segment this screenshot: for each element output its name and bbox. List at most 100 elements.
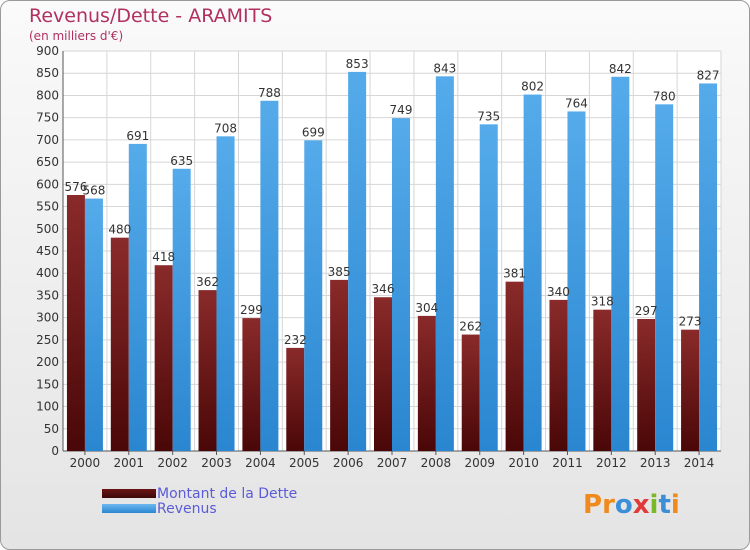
bar-revenus: [392, 118, 410, 451]
bar-dette: [66, 195, 85, 451]
x-tick-label: 2005: [289, 456, 320, 470]
x-tick-label: 2011: [552, 456, 583, 470]
logo-letter: x: [632, 490, 650, 520]
bar-dette: [374, 297, 392, 451]
bar-dette: [681, 329, 700, 451]
data-label-revenus: 635: [170, 154, 193, 168]
bar-revenus: [260, 100, 279, 452]
bar-revenus: [435, 76, 454, 451]
data-label-revenus: 764: [565, 96, 588, 110]
bar-dette: [286, 347, 305, 451]
bar-dette: [154, 265, 173, 451]
logo-letter: r: [602, 490, 615, 520]
y-tick-label: 250: [36, 333, 59, 347]
data-label-revenus: 843: [433, 61, 456, 75]
y-tick-label: 550: [36, 200, 59, 214]
data-label-dette: 381: [503, 267, 526, 281]
logo-letter: o: [614, 490, 633, 520]
data-label-dette: 362: [196, 275, 219, 289]
data-label-dette: 232: [284, 333, 307, 347]
y-tick-label: 450: [36, 244, 59, 258]
bar-revenus: [479, 124, 498, 451]
data-label-dette: 418: [152, 250, 175, 264]
y-tick-label: 500: [36, 222, 59, 236]
legend-label-revenus: Revenus: [157, 501, 217, 517]
bar-revenus: [172, 168, 191, 451]
y-tick-label: 850: [36, 66, 59, 80]
y-tick-label: 100: [36, 400, 59, 414]
bar-revenus: [611, 76, 630, 452]
bar-dette: [593, 309, 612, 451]
x-tick-label: 2013: [640, 456, 671, 470]
data-label-revenus: 699: [302, 125, 325, 139]
data-label-revenus: 780: [653, 89, 676, 103]
bar-revenus: [699, 83, 718, 451]
y-tick-label: 400: [36, 266, 59, 280]
logo-letter: t: [658, 490, 671, 520]
y-tick-label: 700: [36, 133, 59, 147]
data-label-dette: 385: [328, 265, 351, 279]
bar-dette: [417, 315, 436, 451]
y-tick-label: 150: [36, 377, 59, 391]
data-label-dette: 262: [459, 320, 482, 334]
y-tick-label: 50: [44, 422, 59, 436]
bar-dette: [242, 318, 261, 451]
data-label-revenus: 735: [477, 109, 500, 123]
data-label-revenus: 691: [126, 129, 149, 143]
data-label-dette: 576: [64, 180, 87, 194]
y-tick-label: 300: [36, 311, 59, 325]
x-tick-label: 2008: [421, 456, 452, 470]
y-tick-label: 800: [36, 88, 59, 102]
x-tick-label: 2014: [684, 456, 715, 470]
x-tick-label: 2002: [157, 456, 188, 470]
data-label-dette: 480: [108, 223, 131, 237]
data-label-revenus: 708: [214, 121, 237, 135]
data-label-revenus: 749: [390, 103, 413, 117]
y-tick-label: 900: [36, 44, 59, 58]
chart-title: Revenus/Dette - ARAMITS: [29, 5, 273, 27]
data-label-dette: 297: [635, 304, 658, 318]
bar-revenus: [348, 71, 367, 451]
bar-dette: [549, 299, 568, 451]
x-tick-label: 2003: [201, 456, 232, 470]
x-tick-label: 2004: [245, 456, 276, 470]
y-tick-label: 600: [36, 177, 59, 191]
data-label-dette: 318: [591, 295, 614, 309]
proxiti-logo: Proxiti: [583, 490, 680, 520]
bar-revenus: [128, 143, 147, 451]
bar-revenus: [567, 111, 586, 451]
data-label-dette: 340: [547, 285, 570, 299]
y-tick-label: 350: [36, 288, 59, 302]
data-label-revenus: 842: [609, 62, 632, 76]
bar-dette: [110, 237, 129, 451]
bar-revenus: [655, 104, 674, 451]
x-tick-label: 2007: [377, 456, 408, 470]
data-label-revenus: 802: [521, 80, 544, 94]
logo-letter: P: [583, 490, 603, 520]
x-tick-label: 2006: [333, 456, 364, 470]
bar-revenus: [304, 140, 323, 452]
bar-revenus: [84, 198, 103, 451]
data-label-revenus: 827: [697, 68, 720, 82]
data-label-revenus: 568: [82, 184, 105, 198]
y-tick-label: 200: [36, 355, 59, 369]
data-label-revenus: 853: [346, 57, 369, 71]
bar-dette: [637, 319, 656, 451]
y-tick-label: 750: [36, 111, 59, 125]
x-tick-label: 2001: [114, 456, 145, 470]
bar-dette: [330, 279, 349, 451]
bar-dette: [505, 281, 524, 451]
bar-revenus: [216, 136, 235, 452]
data-label-dette: 304: [415, 301, 438, 315]
data-label-revenus: 788: [258, 86, 281, 100]
logo-letter: i: [670, 490, 680, 520]
legend-swatch-revenus: [102, 504, 156, 513]
x-tick-label: 2010: [508, 456, 539, 470]
y-tick-label: 650: [36, 155, 59, 169]
data-label-dette: 273: [679, 315, 702, 329]
y-tick-label: 0: [51, 444, 59, 458]
legend-swatch-dette: [102, 489, 156, 498]
data-label-dette: 346: [372, 282, 395, 296]
